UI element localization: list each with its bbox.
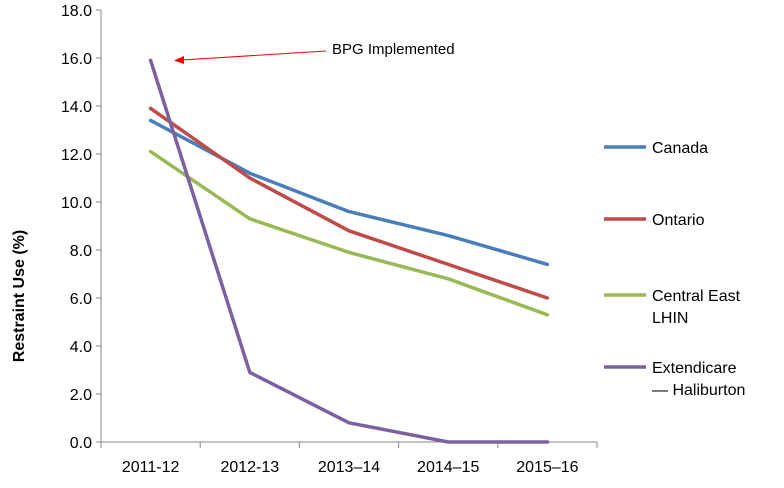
series-lines: [148, 58, 550, 444]
series-point: [248, 171, 252, 175]
legend-label-0: Canada: [652, 140, 708, 157]
y-tick-label: 0.0: [70, 435, 92, 452]
series-point: [248, 176, 252, 180]
series-point: [545, 313, 549, 317]
x-tick-label: 2015–16: [516, 459, 578, 476]
y-tick-label: 16.0: [61, 51, 92, 68]
series-point: [545, 440, 549, 444]
y-tick-label: 8.0: [70, 243, 92, 260]
x-tick-label: 2012-13: [220, 459, 279, 476]
annotation-label: BPG Implemented: [332, 41, 455, 58]
series-point: [446, 277, 450, 281]
series-point: [545, 262, 549, 266]
series-point: [149, 150, 153, 154]
series-point: [248, 370, 252, 374]
legend-label-2-line-1: LHIN: [652, 310, 688, 327]
y-axis-title: Restraint Use (%): [11, 230, 28, 362]
series-point: [347, 229, 351, 233]
series-point: [149, 118, 153, 122]
y-axis-title-group: Restraint Use (%): [11, 230, 28, 362]
series-point: [545, 296, 549, 300]
chart-axes: 0.0 2.0 4.0 6.0 8.0 10.0 12.0 14.0 16.0 18.0 2011-…: [61, 3, 598, 476]
legend-label-2-line-0: Central East: [652, 288, 741, 305]
series-point: [347, 421, 351, 425]
series-point: [347, 250, 351, 254]
legend: Canada Ontario Central East LHIN Extendicare…: [604, 140, 745, 399]
series-point: [446, 234, 450, 238]
series-point: [149, 58, 153, 62]
y-tick-label: 4.0: [70, 339, 92, 356]
legend-label-1: Ontario: [652, 212, 705, 229]
series-line-2: [148, 149, 550, 317]
y-tick-label: 6.0: [70, 291, 92, 308]
series-point: [248, 217, 252, 221]
annotation-arrowhead: [174, 56, 184, 64]
series-point: [446, 440, 450, 444]
series-point: [446, 262, 450, 266]
series-line-1: [148, 106, 550, 300]
series-point: [149, 106, 153, 110]
legend-label-3-line-1: — Haliburton: [652, 382, 745, 399]
y-tick-label: 10.0: [61, 195, 92, 212]
x-tick-label: 2011-12: [122, 459, 180, 476]
y-tick-label: 2.0: [70, 387, 92, 404]
y-tick-label: 14.0: [61, 99, 92, 116]
y-tick-label: 18.0: [61, 3, 92, 20]
annotation-arrow: [181, 50, 327, 61]
y-tick-label: 12.0: [61, 147, 92, 164]
series-point: [347, 210, 351, 214]
x-tick-label: 2014–15: [417, 459, 479, 476]
annotation: BPG Implemented: [174, 41, 455, 64]
x-tick-label: 2013–14: [318, 459, 380, 476]
legend-label-3-line-0: Extendicare: [652, 360, 737, 377]
